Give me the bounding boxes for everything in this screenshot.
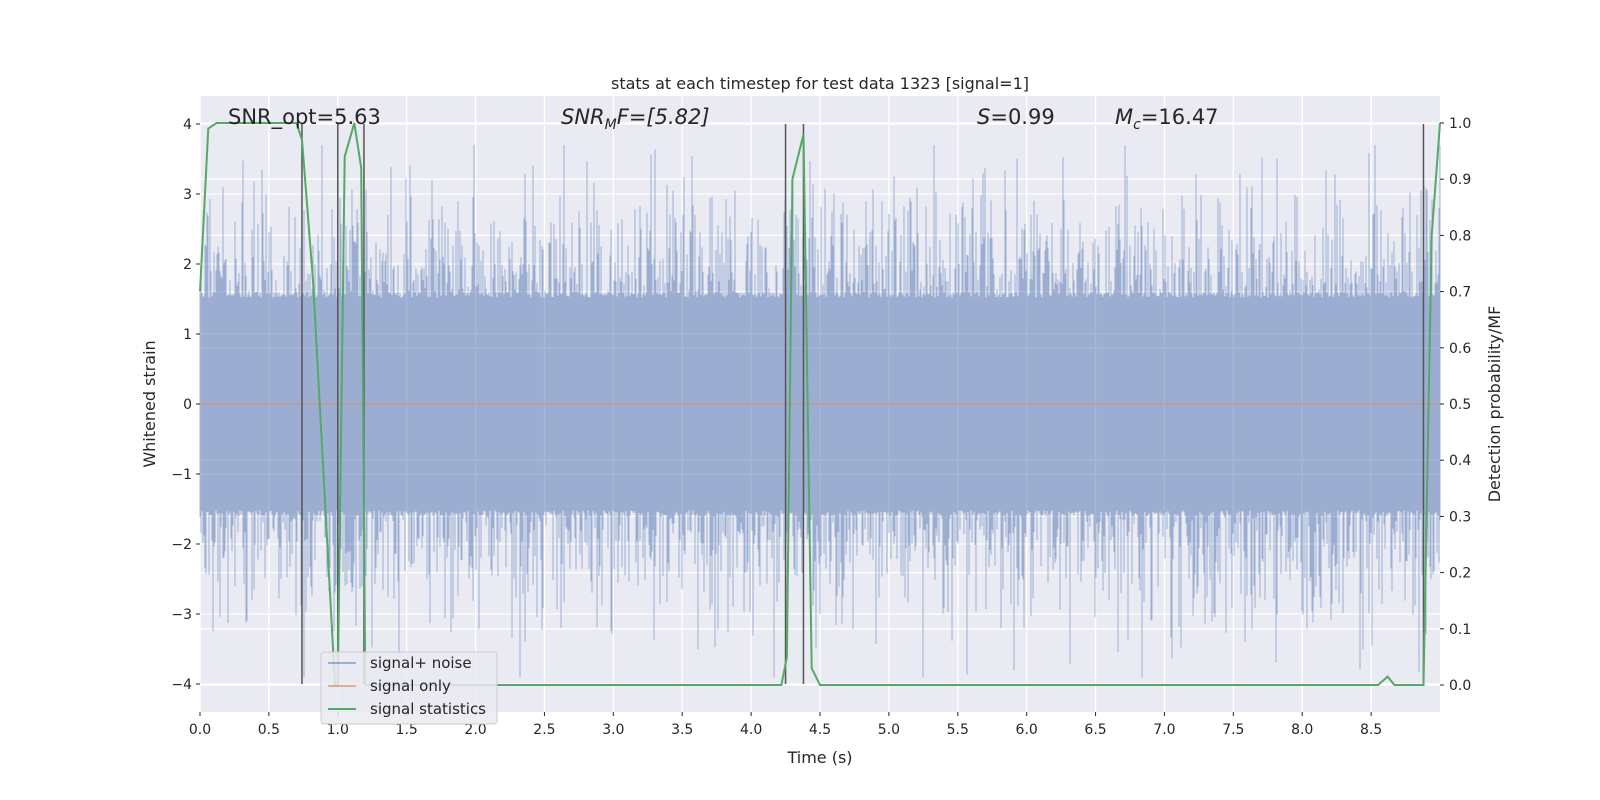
- legend-frame: [320, 651, 498, 725]
- annotation-mc-base: M: [1115, 105, 1133, 129]
- legend-label-signal: signal only: [370, 677, 451, 695]
- signal-statistics-series: [199, 122, 1441, 686]
- y2-ticks: 1.0 0.9 0.8 0.7 0.6 0.5 0.4 0.3 0.2 0.1 0.0: [1440, 116, 1471, 694]
- y2-tick-label-7: 0.3: [1449, 509, 1471, 525]
- series-signal-statistics-line: [199, 122, 1441, 686]
- x-tick-label-1: 0.5: [258, 722, 280, 738]
- annotation-s-base: S: [977, 105, 990, 129]
- y-tick-label-7: −3: [171, 607, 192, 623]
- y2-tick-label-9: 0.1: [1449, 622, 1471, 638]
- annotation-snr-opt: SNR_opt=5.63: [228, 105, 381, 130]
- y2-tick-label-3: 0.7: [1449, 285, 1471, 301]
- legend: signal+ noise signal only signal statist…: [320, 651, 498, 725]
- x-tick-label-5: 2.5: [533, 722, 555, 738]
- x-tick-label-15: 7.5: [1222, 722, 1244, 738]
- x-tick-label-4: 2.0: [464, 722, 486, 738]
- annotation-snr-mf-sub: M: [605, 117, 617, 133]
- legend-label-stats: signal statistics: [370, 700, 486, 718]
- x-tick-label-6: 3.0: [602, 722, 624, 738]
- y2-tick-label-5: 0.5: [1449, 397, 1471, 413]
- x-tick-label-3: 1.5: [396, 722, 418, 738]
- x-ticks: 0.0 0.5 1.0 1.5 2.0 2.5 3.0 3.5 4.0 4.5 5.0 5.5 6.0 6…: [189, 712, 1382, 738]
- x-axis-label: Time (s): [786, 748, 852, 767]
- y2-tick-label-1: 0.9: [1449, 172, 1471, 188]
- x-tick-label-7: 3.5: [671, 722, 693, 738]
- x-tick-label-8: 4.0: [740, 722, 762, 738]
- y-tick-label-4: 0: [183, 397, 192, 413]
- y2-tick-label-0: 1.0: [1449, 116, 1471, 132]
- x-tick-label-16: 8.0: [1291, 722, 1313, 738]
- x-tick-label-12: 6.0: [1016, 722, 1038, 738]
- x-tick-label-13: 6.5: [1084, 722, 1106, 738]
- x-tick-label-11: 5.5: [947, 722, 969, 738]
- y2-tick-label-6: 0.4: [1449, 453, 1471, 469]
- x-tick-label-9: 4.5: [809, 722, 831, 738]
- chart-title: stats at each timestep for test data 132…: [611, 74, 1029, 93]
- x-tick-label-2: 1.0: [327, 722, 349, 738]
- y2-tick-label-4: 0.6: [1449, 341, 1471, 357]
- y-axis-label: Whitened strain: [140, 340, 159, 467]
- y-tick-label-1: 3: [183, 187, 192, 203]
- y2-tick-label-10: 0.0: [1449, 678, 1471, 694]
- y2-tick-label-2: 0.8: [1449, 228, 1471, 244]
- annotation-snr-mf-tail: F=[5.82]: [617, 105, 710, 129]
- y-tick-label-6: −2: [171, 537, 192, 553]
- annotation-snr-mf: SNRMF=[5.82]: [561, 105, 710, 133]
- y-tick-label-0: 4: [183, 117, 192, 133]
- annotation-s-tail: =0.99: [990, 105, 1054, 129]
- annotation-mc-sub: c: [1133, 117, 1141, 133]
- legend-label-noise: signal+ noise: [370, 654, 472, 672]
- y-tick-label-5: −1: [171, 467, 192, 483]
- x-tick-label-14: 7.0: [1153, 722, 1175, 738]
- y-tick-label-8: −4: [171, 677, 192, 693]
- annotation-mc-tail: =16.47: [1141, 105, 1219, 129]
- x-tick-label-17: 8.5: [1360, 722, 1382, 738]
- y-tick-label-3: 1: [183, 327, 192, 343]
- annotation-s: S=0.99: [977, 105, 1055, 129]
- annotations: SNR_opt=5.63 SNRMF=[5.82] S=0.99 Mc=16.4…: [228, 105, 1219, 133]
- x-tick-label-10: 5.0: [878, 722, 900, 738]
- y2-tick-label-8: 0.2: [1449, 566, 1471, 582]
- y2-axis-label: Detection probability/MF: [1485, 306, 1504, 503]
- annotation-snr-mf-base: SNR: [561, 105, 605, 129]
- annotation-mc: Mc=16.47: [1115, 105, 1219, 133]
- y-tick-label-2: 2: [183, 257, 192, 273]
- x-tick-label-0: 0.0: [189, 722, 211, 738]
- y-ticks: 4 3 2 1 0 −1 −2 −3 −4: [171, 117, 200, 693]
